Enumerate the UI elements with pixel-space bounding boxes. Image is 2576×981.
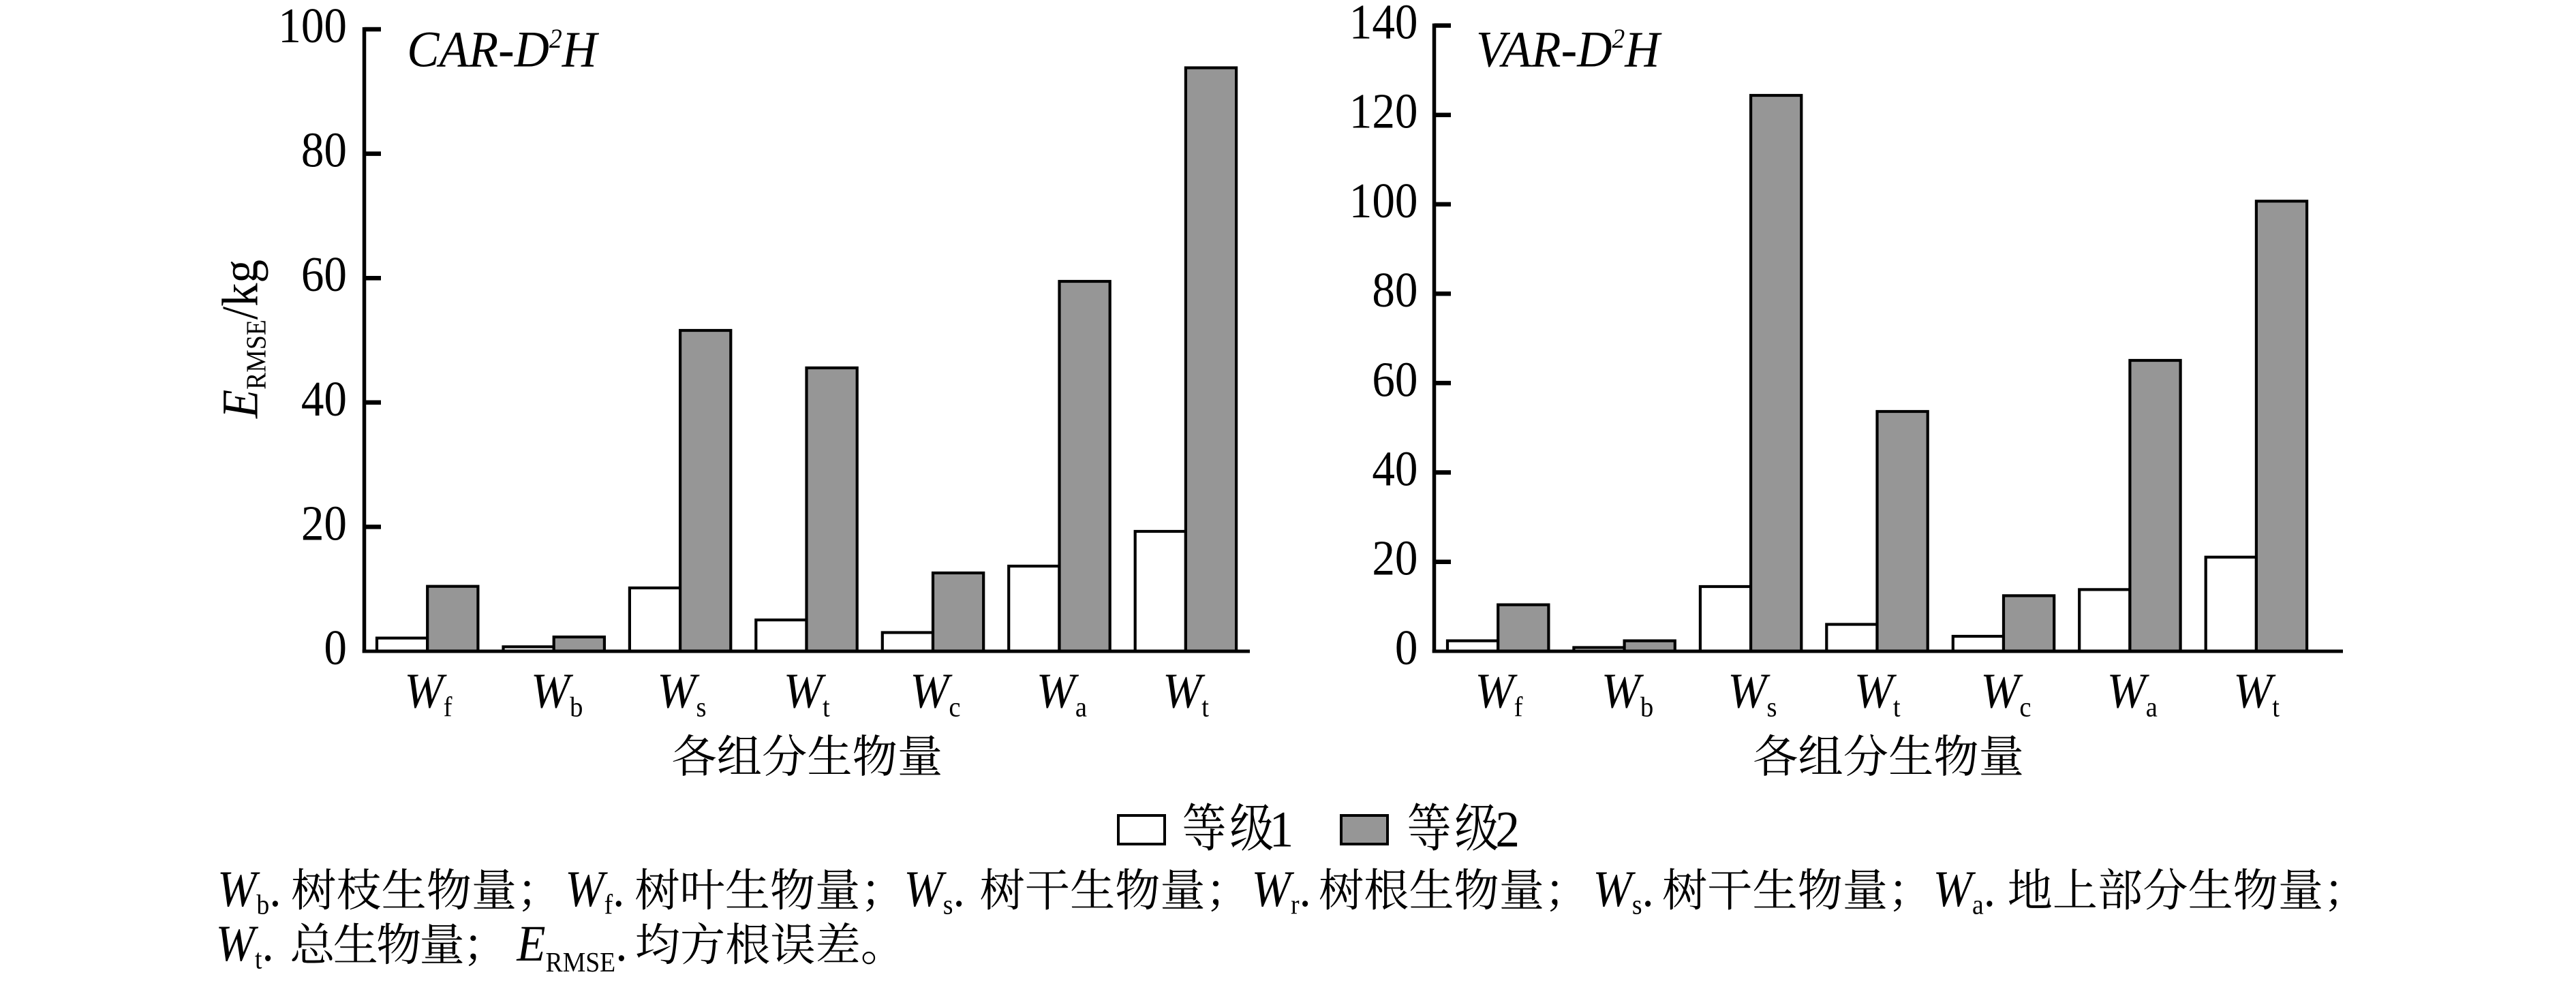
- svg-text:20: 20: [1372, 531, 1417, 586]
- svg-text:2: 2: [1495, 801, 1520, 858]
- svg-text:Wr.: Wr.: [1252, 860, 1311, 920]
- svg-text:1: 1: [1270, 801, 1294, 858]
- svg-text:ERMSE.: ERMSE.: [516, 915, 627, 978]
- svg-text:Wt.: Wt.: [216, 915, 274, 974]
- svg-text:Wt: Wt: [1854, 664, 1901, 723]
- svg-text:40: 40: [1372, 441, 1417, 497]
- svg-text:Ws.: Ws.: [904, 860, 964, 920]
- svg-text:Wf.: Wf.: [565, 860, 624, 920]
- svg-text:60: 60: [301, 247, 347, 302]
- svg-text:80: 80: [301, 123, 347, 178]
- svg-text:0: 0: [324, 620, 347, 675]
- svg-text:40: 40: [301, 371, 347, 426]
- svg-text:Ws.: Ws.: [1593, 860, 1653, 920]
- svg-text:Wt: Wt: [2233, 664, 2280, 723]
- svg-text:Wb.: Wb.: [217, 860, 281, 920]
- svg-text:120: 120: [1349, 84, 1418, 139]
- svg-text:0: 0: [1395, 620, 1418, 675]
- svg-text:100: 100: [1349, 173, 1418, 228]
- svg-text:Wa.: Wa.: [1933, 860, 1995, 920]
- svg-text:80: 80: [1372, 263, 1417, 318]
- svg-text:20: 20: [301, 496, 347, 551]
- svg-text:Wt: Wt: [784, 664, 830, 723]
- svg-text:Wt: Wt: [1163, 664, 1209, 723]
- svg-text:VAR-D2H: VAR-D2H: [1476, 21, 1662, 78]
- svg-text:ERMSE/kg: ERMSE/kg: [212, 260, 272, 419]
- svg-text:CAR-D2H: CAR-D2H: [407, 21, 599, 78]
- svg-text:140: 140: [1349, 0, 1418, 50]
- svg-text:60: 60: [1372, 352, 1417, 407]
- svg-text:100: 100: [278, 0, 347, 54]
